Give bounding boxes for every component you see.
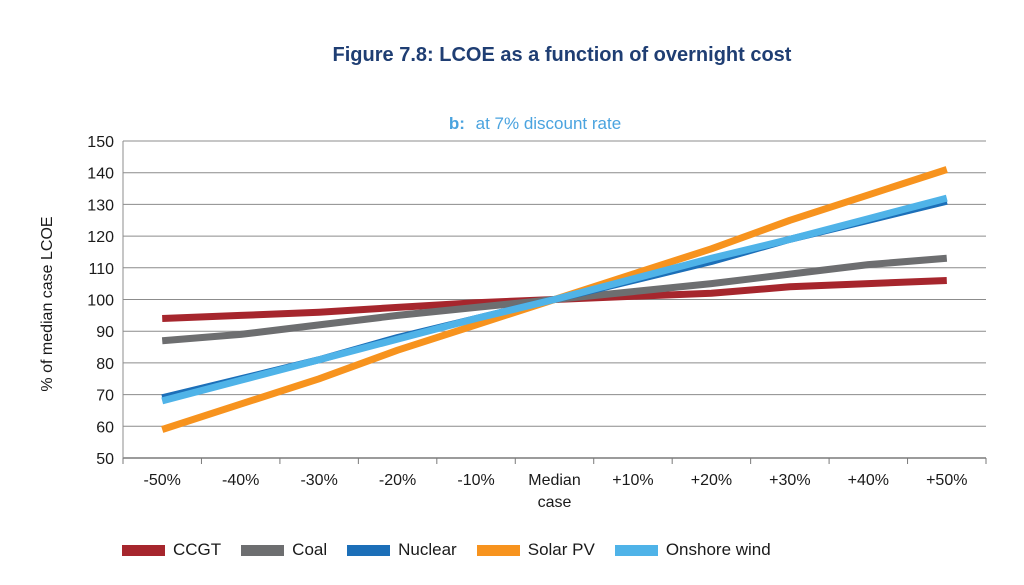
- legend-swatch: [476, 544, 520, 556]
- x-tick-label: -20%: [379, 472, 416, 489]
- x-tick-label: +10%: [612, 472, 653, 489]
- legend-item: CCGT: [122, 540, 221, 560]
- subtitle-text: at 7% discount rate: [476, 114, 622, 133]
- y-tick-label: 50: [96, 451, 114, 468]
- series-line-onshore-wind: [161, 194, 948, 405]
- series-lines: [161, 166, 948, 433]
- x-tick-label: +20%: [691, 472, 732, 489]
- legend-swatch: [241, 544, 285, 556]
- legend-item: Nuclear: [347, 540, 457, 560]
- y-axis-label: % of median case LCOE: [39, 216, 56, 391]
- x-tick-label: +50%: [926, 472, 967, 489]
- x-tick-label: -50%: [144, 472, 181, 489]
- y-tick-label: 150: [87, 134, 114, 151]
- legend-item: Coal: [241, 540, 327, 560]
- y-tick-label: 90: [96, 324, 114, 341]
- legend-label: Nuclear: [398, 540, 457, 559]
- legend-swatch: [122, 544, 165, 556]
- y-axis-ticks: 50 60 70 80 90 100 110 120 130 140 150: [87, 134, 114, 468]
- legend-label: CCGT: [173, 540, 222, 559]
- y-tick-label: 130: [87, 197, 114, 214]
- legend-label: Solar PV: [527, 540, 595, 559]
- subtitle-prefix: b:: [449, 114, 465, 133]
- chart-subtitle: b: at 7% discount rate: [449, 114, 621, 133]
- legend-label: Coal: [292, 540, 328, 559]
- legend-swatch: [347, 544, 391, 556]
- legend-label: Onshore wind: [665, 540, 771, 559]
- y-tick-label: 140: [87, 166, 114, 183]
- y-tick-label: 80: [96, 356, 114, 373]
- legend-item: Onshore wind: [614, 540, 771, 560]
- x-tick-label: -30%: [300, 472, 337, 489]
- y-tick-label: 110: [88, 261, 114, 278]
- x-tick-label: -10%: [457, 472, 494, 489]
- x-tick-label: -40%: [222, 472, 259, 489]
- legend: CCGT Coal Nuclear Solar PV Onshore wind: [122, 540, 791, 560]
- figure-title: Figure 7.8: LCOE as a function of overni…: [332, 44, 792, 66]
- y-tick-label: 100: [87, 293, 114, 310]
- y-tick-label: 60: [96, 419, 114, 436]
- x-tick-label: Median case: [528, 472, 580, 511]
- legend-item: Solar PV: [476, 540, 595, 560]
- x-axis: -50% -40% -30% -20% -10% Median case +10% +20% +3…: [122, 458, 987, 511]
- x-tick-label: +30%: [769, 472, 810, 489]
- x-tick-label: +40%: [848, 472, 889, 489]
- y-tick-label: 70: [96, 388, 114, 405]
- legend-swatch: [614, 544, 658, 556]
- grid-lines: [122, 140, 986, 459]
- y-tick-label: 120: [87, 229, 114, 246]
